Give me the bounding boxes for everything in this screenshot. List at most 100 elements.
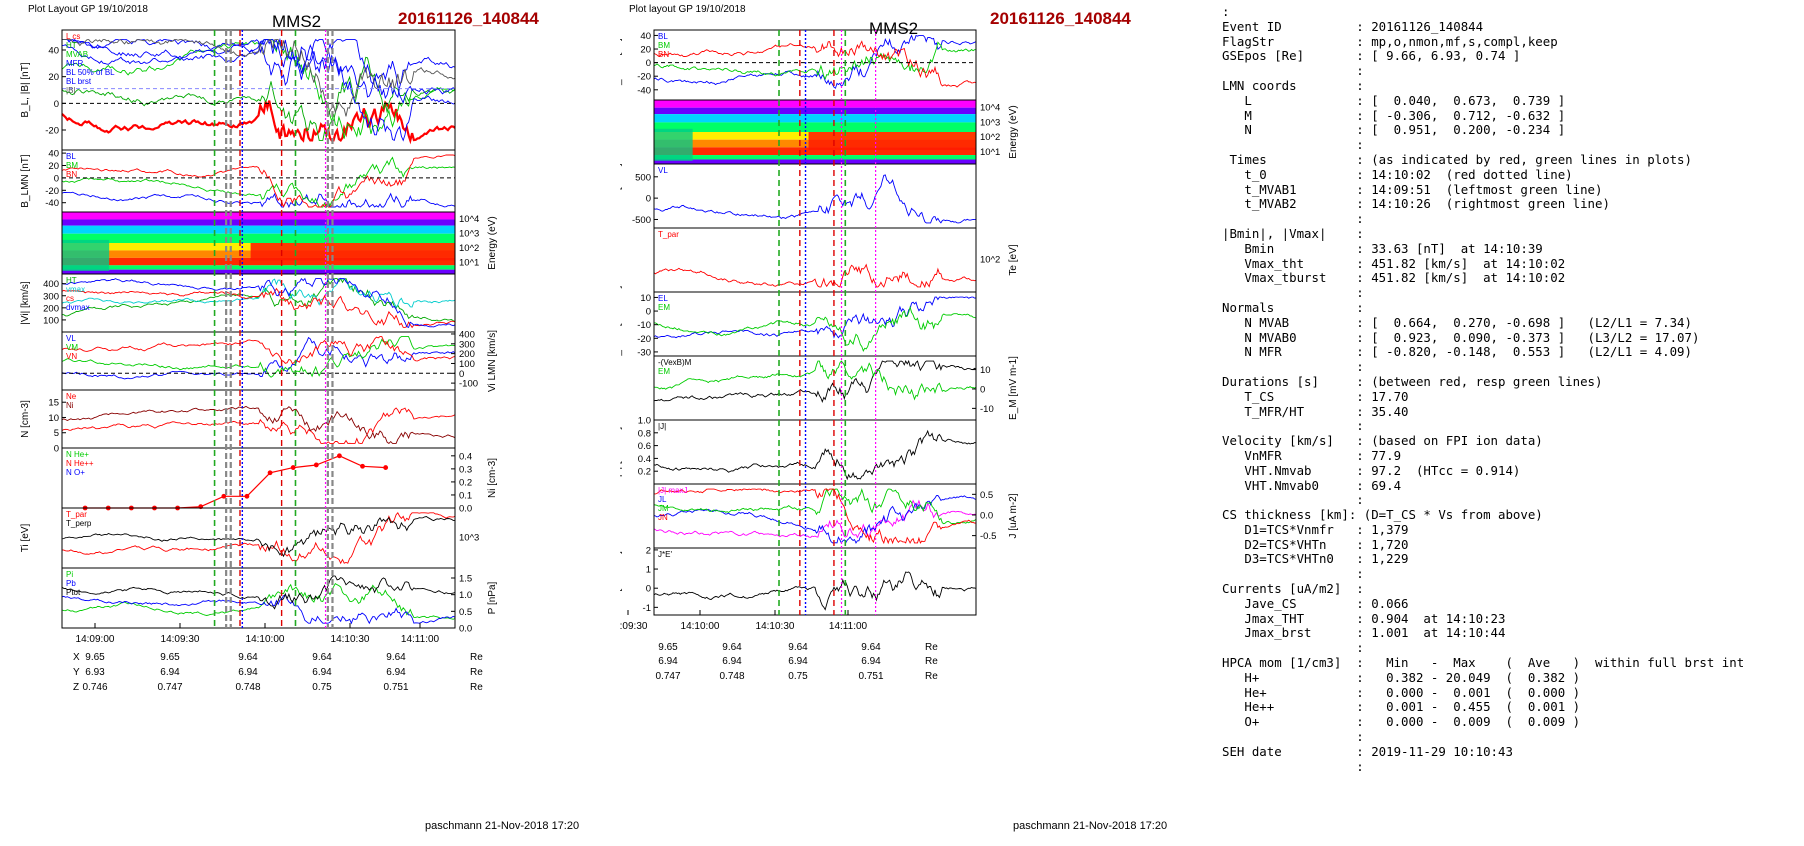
y-axis-label: B_LMN [nT] [620, 38, 623, 92]
y-axis-label: |Vi| [km/s] [20, 281, 31, 325]
y-tick-label: -10 [980, 404, 994, 415]
y-tick-label: 0.2 [459, 477, 472, 488]
legend-entry: BL brst [66, 77, 92, 86]
y-tick-label: 0.3 [459, 464, 472, 475]
legend-entry: |J| [658, 422, 666, 431]
y-tick-label: 1.5 [459, 574, 472, 585]
legend-entry: |B| [66, 86, 76, 95]
y-tick-label: 300 [43, 291, 59, 302]
info-line: Jmax_THT : 0.904 at 14:10:23 [1222, 610, 1506, 626]
panel-em: 10 0 -10 -(VexB)MEM E_M [mV m-1] [653, 355, 1019, 421]
coord-unit: Re [470, 667, 483, 678]
spectrogram-band [654, 107, 976, 115]
legend-entry: EL [658, 294, 668, 303]
legend-entry: Ni [66, 401, 74, 410]
y-tick-label: 0.0 [980, 510, 993, 521]
y-tick-label: 10^3 [980, 117, 1000, 128]
trace-n-0 [61, 407, 456, 444]
coord-value: 0.75 [788, 671, 808, 682]
legend-entry: MFR [66, 59, 84, 68]
coord-value: 0.747 [157, 682, 182, 693]
trace-vabs-3 [61, 277, 456, 328]
info-line: Velocity [km/s] : (based on FPI ion data… [1222, 433, 1543, 449]
spectrogram-band [62, 269, 455, 274]
info-line: LMN coords : [1222, 77, 1364, 93]
y-axis-label: Energy (eV) [487, 216, 498, 269]
coord-unit: Re [470, 652, 483, 663]
trace-b-5 [62, 39, 456, 105]
trace-n-1 [61, 405, 456, 444]
trace-blmn-2 [61, 154, 456, 208]
y-tick-label: 10^1 [459, 257, 479, 268]
y-tick-label: 1 [646, 565, 651, 576]
panel-frame [61, 29, 456, 151]
plot-footer: paschmann 21-Nov-2018 17:20 [1013, 820, 1167, 832]
coord-value: 6.94 [861, 656, 881, 667]
coord-value: 9.64 [386, 652, 406, 663]
spectrogram-band [62, 212, 455, 220]
info-line: Bmin : 33.63 [nT] at 14:10:39 [1222, 240, 1543, 256]
info-line: N MFR : [ -0.820, -0.148, 0.553 ] (L2/L1… [1222, 344, 1692, 360]
y-axis-label: Energy (eV) [1008, 105, 1019, 158]
info-line: Normals : [1222, 299, 1364, 315]
y-tick-label: -500 [632, 215, 651, 226]
coord-value: 0.748 [719, 671, 744, 682]
panel-frame [61, 447, 456, 509]
legend-entry: JM [658, 504, 669, 513]
series-point [383, 465, 389, 470]
y-tick-label: 0.5 [459, 607, 472, 618]
info-line: Jmax_brst : 1.001 at 14:10:44 [1222, 625, 1506, 641]
legend-entry: EM [658, 303, 670, 312]
legend-entry: T_par [66, 510, 87, 519]
x-tick-label: 14:09:30 [620, 621, 648, 632]
info-line: : [1222, 359, 1364, 375]
coord-value: 6.94 [788, 656, 808, 667]
legend-entry: dvmax [66, 303, 90, 312]
panel-frame [61, 389, 456, 449]
panel-frame [61, 567, 456, 629]
coord-row-label: X [73, 652, 80, 663]
series-point [244, 493, 250, 499]
panel-ni: 0.4 0.3 0.2 0.1 0.0 N He+N He++N O+ Ni [cm-3] [61, 447, 498, 515]
coord-unit: Re [925, 656, 938, 667]
x-tick-label: 14:10:30 [331, 634, 370, 645]
y-tick-label: 0 [646, 584, 651, 595]
info-line: : [1222, 4, 1230, 19]
series-line-he-plus-plus [85, 455, 386, 509]
y-tick-label: 0.1 [459, 490, 472, 501]
spectrogram-band [250, 243, 455, 261]
y-axis-label: J [uA m-2] [1008, 493, 1019, 538]
x-tick-label: 14:10:00 [681, 621, 720, 632]
info-line: t_MVAB1 : 14:09:51 (leftmost green line) [1222, 181, 1603, 197]
y-tick-label: 20 [48, 72, 59, 83]
x-tick-label: 14:10:30 [756, 621, 795, 632]
info-line: N : [ 0.951, 0.200, -0.234 ] [1222, 122, 1566, 138]
coord-value: 0.751 [383, 682, 408, 693]
info-line: SEH date : 2019-11-29 10:10:43 [1222, 743, 1513, 759]
info-line: FlagStr : mp,o,nmon,mf,s,compl,keep [1222, 33, 1558, 49]
y-tick-label: 20 [48, 161, 59, 172]
series-point [267, 470, 273, 476]
coord-row-label: Z [73, 682, 79, 693]
trace-em-1 [653, 360, 977, 401]
info-line: H+ : 0.382 - 20.049 ( 0.382 ) [1222, 669, 1581, 685]
legend-entry: JN [658, 513, 668, 522]
y-tick-label: -1 [643, 603, 651, 614]
info-line: HPCA mom [1/cm3] : Min - Max ( Ave ) wit… [1222, 655, 1745, 671]
y-tick-label: -100 [459, 379, 478, 390]
spectrogram-band [808, 132, 976, 150]
legend-entry: |J| maxJ [658, 486, 688, 495]
y-tick-label: 200 [43, 303, 59, 314]
trace-j-0 [653, 429, 977, 481]
y-tick-label: 2 [646, 545, 651, 556]
legend-entry: HT [66, 276, 77, 285]
event-info-text: : Event ID : 20161126_140844 FlagStr : mp,… [1222, 4, 1745, 774]
legend-entry: EM [658, 367, 670, 376]
info-line: : [1222, 285, 1364, 301]
y-axis-label: Te [eV] [1008, 244, 1019, 275]
panel-frame [653, 483, 977, 549]
info-line: Currents [uA/m2] : [1222, 581, 1364, 597]
panel-frame [653, 291, 977, 357]
